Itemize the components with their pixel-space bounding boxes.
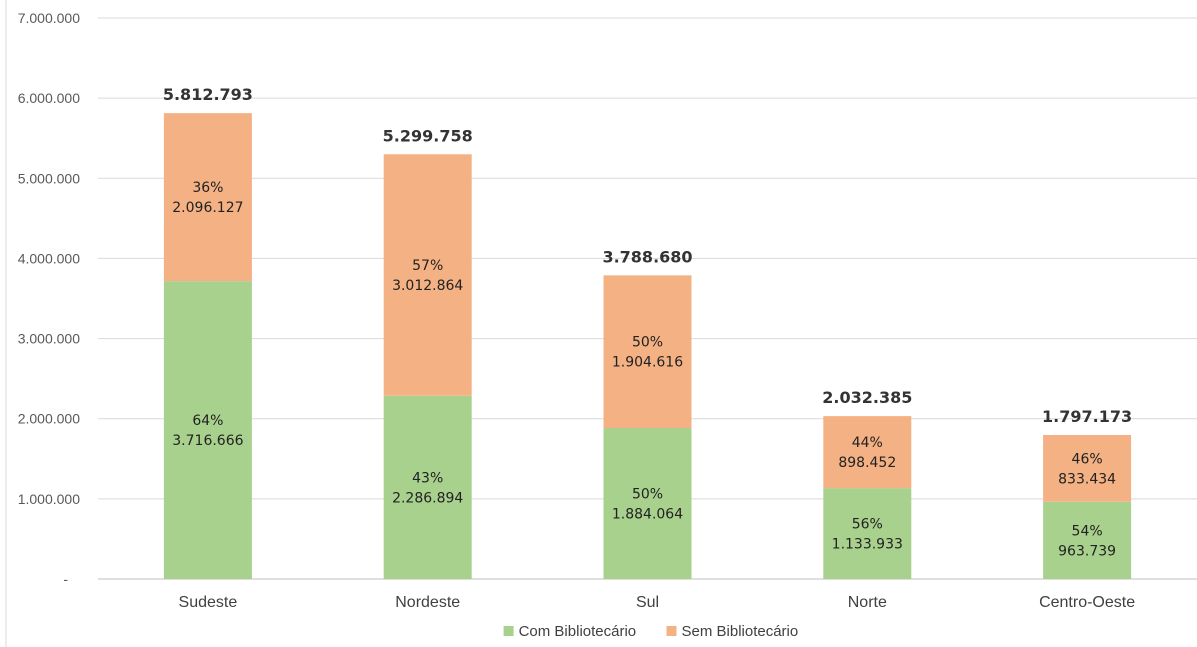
y-tick-label: 5.000.000: [18, 170, 80, 186]
data-label: 833.434: [1058, 471, 1116, 487]
x-tick-label: Sudeste: [179, 594, 238, 611]
y-tick-label: 1.000.000: [18, 491, 80, 507]
legend-label: Sem Bibliotecário: [682, 623, 799, 640]
bar-segment-sem-bibliotecario: [163, 113, 252, 282]
percent-label: 64%: [192, 413, 223, 429]
bar-segment-sem-bibliotecario: [1043, 434, 1132, 502]
data-label: 3.716.666: [172, 433, 243, 449]
bar-segment-com-bibliotecario: [823, 488, 912, 579]
percent-label: 46%: [1072, 451, 1103, 467]
data-label: 1.133.933: [832, 537, 903, 553]
data-label: 963.739: [1058, 543, 1116, 559]
percent-label: 57%: [412, 258, 443, 274]
data-label: 2.286.894: [392, 490, 463, 506]
percent-label: 54%: [1072, 523, 1103, 539]
legend-swatch: [666, 626, 677, 636]
data-labels: 64% 3.716.666 36% 2.096.127 5.812.793 43% 2.28…: [163, 85, 1132, 559]
bar-segment-com-bibliotecario: [1043, 501, 1132, 579]
y-tick-label: 3.000.000: [18, 331, 80, 347]
bar-segment-sem-bibliotecario: [383, 154, 472, 396]
x-tick-label: Centro-Oeste: [1039, 594, 1135, 611]
data-label: 2.096.127: [172, 200, 243, 216]
percent-label: 50%: [632, 335, 663, 351]
total-label: 3.788.680: [602, 247, 692, 266]
y-tick-label: 2.000.000: [18, 411, 80, 427]
percent-label: 43%: [412, 470, 443, 486]
y-axis-ticks: - 1.000.000 2.000.000 3.000.000 4.000.000 5.0…: [18, 10, 80, 587]
data-label: 1.904.616: [612, 355, 683, 371]
legend-label: Com Bibliotecário: [519, 623, 637, 640]
percent-label: 50%: [632, 487, 663, 503]
data-label: 1.884.064: [612, 507, 683, 523]
y-tick-label: -: [63, 571, 68, 587]
data-label: 3.012.864: [392, 278, 463, 294]
legend-swatch: [503, 626, 514, 636]
bars: [163, 113, 1132, 579]
percent-label: 56%: [852, 517, 883, 533]
total-label: 5.299.758: [383, 126, 473, 145]
y-tick-label: 6.000.000: [18, 90, 80, 106]
percent-label: 36%: [192, 180, 223, 196]
total-label: 1.797.173: [1042, 407, 1132, 426]
bar-segment-com-bibliotecario: [163, 281, 252, 579]
percent-label: 44%: [852, 435, 883, 451]
data-label: 898.452: [838, 455, 896, 471]
legend: Com Bibliotecário Sem Bibliotecário: [503, 623, 799, 640]
bar-segment-sem-bibliotecario: [603, 275, 692, 429]
x-axis-ticks: Sudeste Nordeste Sul Norte Centro-Oeste: [179, 594, 1136, 611]
total-label: 5.812.793: [163, 85, 253, 104]
x-tick-label: Sul: [636, 594, 659, 611]
y-tick-label: 4.000.000: [18, 250, 80, 266]
bar-segment-com-bibliotecario: [383, 395, 472, 579]
total-label: 2.032.385: [822, 388, 912, 407]
bar-segment-sem-bibliotecario: [823, 416, 912, 489]
bar-segment-com-bibliotecario: [603, 428, 692, 579]
x-tick-label: Nordeste: [395, 594, 460, 611]
x-tick-label: Norte: [848, 594, 887, 611]
y-tick-label: 7.000.000: [18, 10, 80, 26]
